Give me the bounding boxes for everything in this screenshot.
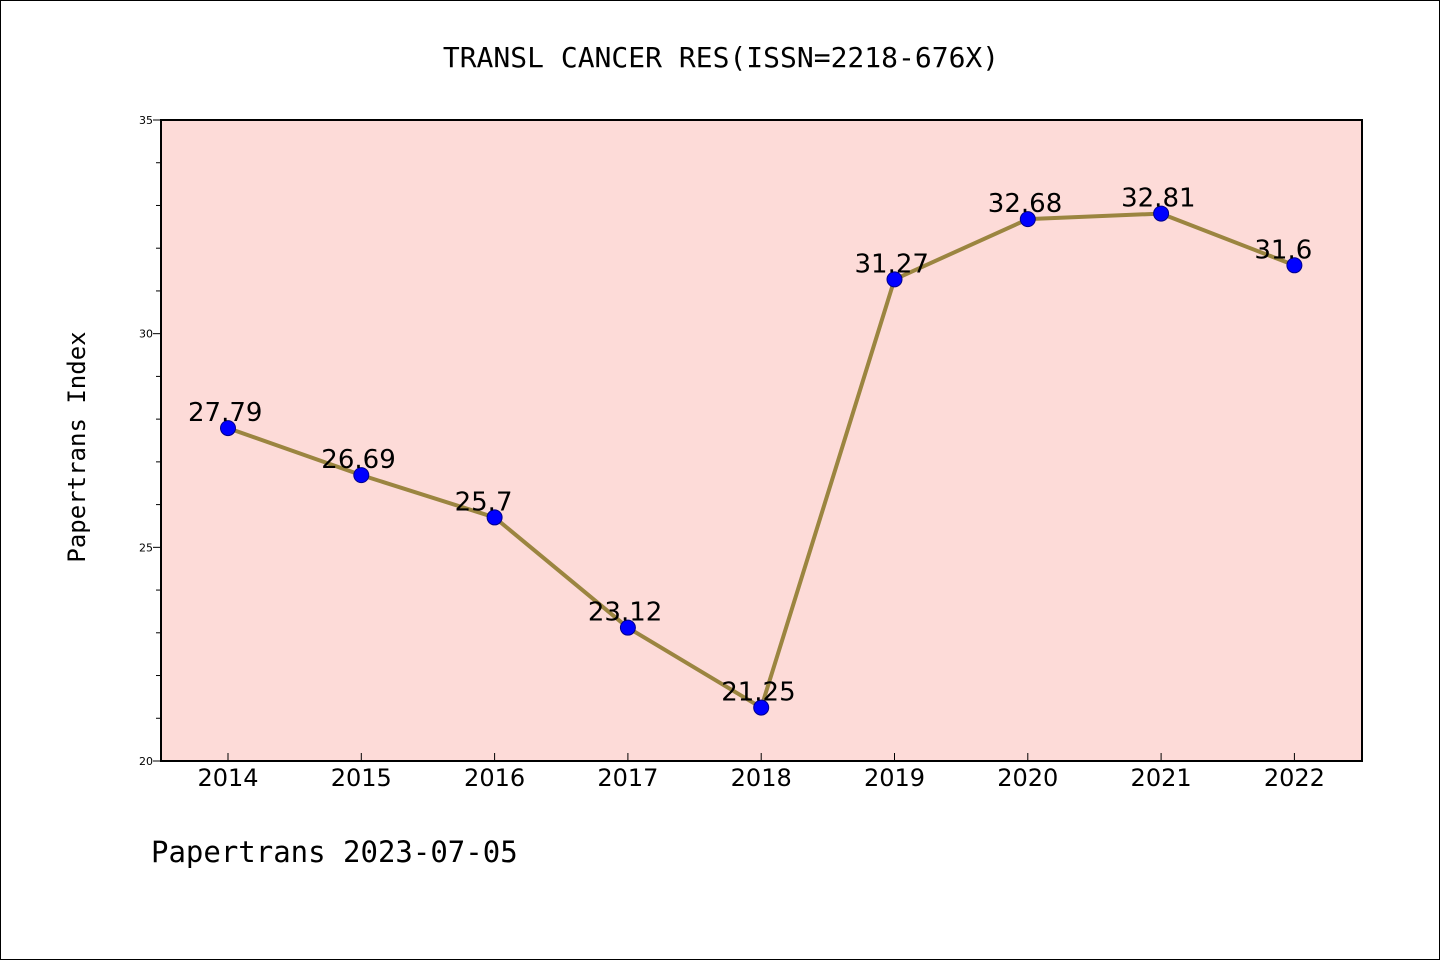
- data-point: [619, 619, 636, 636]
- data-point: [220, 420, 236, 437]
- plot-area: [160, 119, 1363, 762]
- y-tick-label: 20: [139, 755, 153, 768]
- data-label: 21.25: [721, 678, 795, 708]
- data-point: [1286, 257, 1303, 274]
- data-labels-group: 27.79 26.69 25.7 23.12 21.25 31.27 32.68 32.81 3…: [188, 184, 1312, 708]
- x-tick-label: 2015: [331, 764, 392, 792]
- x-tick-label: 2017: [597, 764, 658, 792]
- data-label: 26.69: [321, 445, 395, 475]
- x-tick-label: 2020: [997, 764, 1058, 792]
- axes: 20 25 30 35 2014 2015 2016 2017 2018 2019 2020 2021…: [139, 114, 1325, 792]
- x-tick-label: 2021: [1131, 764, 1192, 792]
- y-axis-label: Papertrans Index: [63, 331, 91, 562]
- data-label: 32.68: [988, 189, 1062, 219]
- data-label: 23.12: [588, 598, 662, 628]
- data-label: 32.81: [1121, 184, 1195, 214]
- y-tick-label: 35: [139, 114, 153, 127]
- data-point: [353, 467, 370, 484]
- data-point: [753, 699, 770, 716]
- x-tick-label: 2014: [197, 764, 258, 792]
- y-tick-label: 25: [139, 541, 153, 554]
- x-tick-label: 2019: [864, 764, 925, 792]
- data-label: 27.79: [188, 398, 262, 428]
- footer-credit: Papertrans 2023-07-05: [151, 835, 518, 869]
- data-point: [886, 271, 903, 288]
- chart-title: TRANSL CANCER RES(ISSN=2218-676X): [443, 41, 999, 74]
- data-point: [1153, 205, 1170, 222]
- x-tick-label: 2016: [464, 764, 525, 792]
- x-tick-label: 2022: [1264, 764, 1325, 792]
- data-label: 31.6: [1254, 235, 1312, 265]
- y-tick-label: 30: [139, 328, 153, 341]
- data-point: [486, 509, 503, 526]
- x-tick-label: 2018: [731, 764, 792, 792]
- data-point: [1019, 211, 1036, 228]
- data-label: 25.7: [455, 487, 513, 517]
- markers-group: [220, 205, 1303, 716]
- data-label: 31.27: [855, 249, 929, 279]
